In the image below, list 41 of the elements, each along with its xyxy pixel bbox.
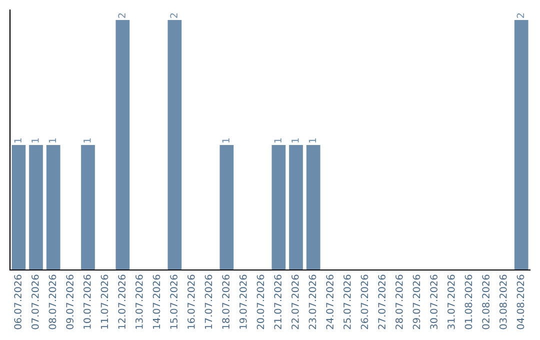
x-tick-label: 17.07.2026 [204, 274, 212, 329]
data-label: 1 [84, 138, 91, 143]
data-label: 1 [292, 138, 299, 143]
x-tick-label: 21.07.2026 [274, 274, 282, 330]
x-tick-label: 12.07.2026 [118, 274, 126, 329]
x-tick-label: 09.07.2026 [66, 274, 74, 330]
x-tick-label: 31.07.2026 [447, 274, 455, 330]
data-label: 1 [222, 138, 230, 143]
x-tick-label: 04.08.2026 [516, 274, 524, 330]
x-tick-label: 07.07.2026 [31, 274, 39, 330]
data-label: 1 [274, 138, 282, 143]
x-tick-label: 19.07.2026 [239, 274, 247, 329]
x-tick-label: 14.07.2026 [152, 274, 160, 329]
x-tick-label: 01.08.2026 [464, 274, 472, 330]
x-tick-label: 26.07.2026 [360, 274, 368, 330]
x-tick-label: 06.07.2026 [14, 274, 22, 330]
x-tick-label: 20.07.2026 [256, 274, 264, 330]
x-tick-label: 28.07.2026 [395, 274, 403, 330]
data-label: 2 [516, 13, 524, 18]
x-tick-label: 25.07.2026 [343, 274, 351, 330]
data-label: 1 [48, 138, 56, 143]
x-tick-label: 24.07.2026 [326, 274, 334, 330]
x-tick-label: 18.07.2026 [222, 274, 230, 329]
x-tick-label: 27.07.2026 [378, 274, 386, 330]
x-tick-label: 02.08.2026 [482, 274, 490, 330]
data-label: 2 [118, 13, 126, 18]
data-label: 1 [14, 138, 22, 143]
x-tick-label: 29.07.2026 [412, 274, 420, 330]
x-tick-label: 08.07.2026 [48, 274, 56, 330]
x-tick-label: 10.07.2026 [83, 274, 91, 329]
x-tick-label: 15.07.2026 [170, 274, 178, 329]
x-tick-label: 30.07.2026 [430, 274, 438, 330]
x-tick-label: 13.07.2026 [135, 274, 143, 329]
x-tick-label: 22.07.2026 [291, 274, 299, 330]
x-tick-label: 03.08.2026 [499, 274, 507, 330]
x-tick-label: 23.07.2026 [308, 274, 316, 330]
data-label: 1 [308, 138, 316, 143]
x-tick-label: 11.07.2026 [100, 274, 108, 329]
data-label: 1 [32, 138, 39, 143]
x-tick-label: 16.07.2026 [187, 274, 195, 329]
data-label: 2 [170, 13, 178, 18]
